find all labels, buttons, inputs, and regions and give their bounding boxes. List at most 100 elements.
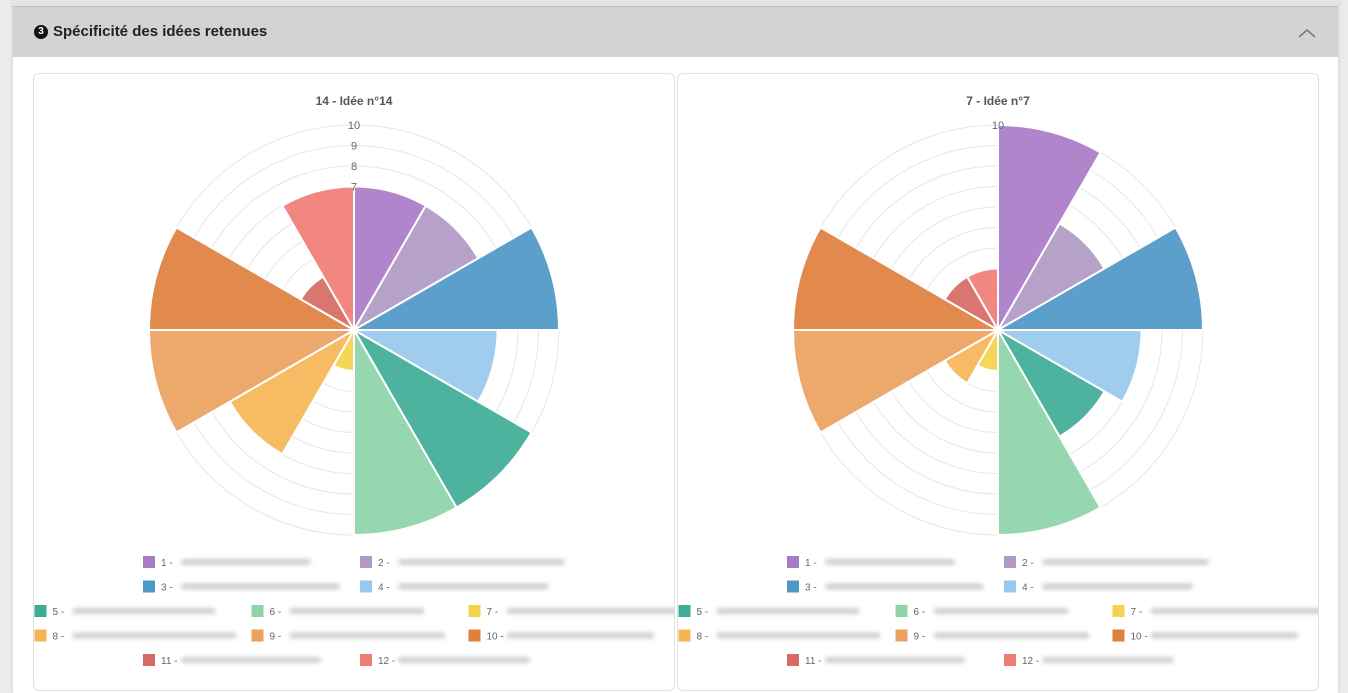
legend-item[interactable]: 5 - xyxy=(678,605,860,618)
r-tick-label: 8 xyxy=(351,161,357,173)
panel-top-bar xyxy=(13,0,1338,6)
polar-wedge[interactable] xyxy=(351,327,533,509)
r-tick-label: 9 xyxy=(351,141,357,153)
legend-swatch xyxy=(678,605,691,617)
section-title: Spécificité des idées retenues xyxy=(53,23,268,40)
panel-header[interactable]: 3 Spécificité des idées retenues xyxy=(13,6,1338,57)
legend-item[interactable]: 5 - xyxy=(34,605,216,618)
legend-item[interactable]: 3 - xyxy=(143,580,340,594)
legend-label: 12 - xyxy=(1022,656,1039,667)
legend-swatch xyxy=(895,605,908,617)
polar-wedge[interactable] xyxy=(791,329,1002,434)
legend-blurred-text xyxy=(933,608,1069,614)
legend-label: 2 - xyxy=(1022,558,1034,569)
section-number-badge: 3 xyxy=(34,25,48,39)
legend-label: 7 - xyxy=(1131,607,1143,618)
legend-item[interactable]: 10 - xyxy=(1112,629,1299,643)
legend-label: 9 - xyxy=(270,632,282,643)
legend-swatch xyxy=(360,654,372,666)
polar-wedge[interactable] xyxy=(147,329,358,434)
legend-item[interactable]: 7 - xyxy=(1112,605,1319,618)
legend-swatch xyxy=(895,629,908,642)
legend-label: 5 - xyxy=(697,607,709,618)
legend-swatch xyxy=(787,580,799,593)
polar-wedge[interactable] xyxy=(353,326,458,537)
legend-blurred-text xyxy=(825,559,955,565)
polar-wedge[interactable] xyxy=(350,226,561,331)
legend-label: 11 - xyxy=(161,656,178,667)
legend-item[interactable]: 9 - xyxy=(251,629,446,643)
legend-blurred-text xyxy=(825,583,984,590)
legend-label: 9 - xyxy=(914,632,926,643)
legend-item[interactable]: 6 - xyxy=(895,605,1069,618)
polar-wedge[interactable] xyxy=(791,226,1002,331)
legend-item[interactable]: 11 - xyxy=(143,654,321,667)
legend-label: 3 - xyxy=(805,583,817,594)
polar-wedge[interactable] xyxy=(965,267,999,334)
legend-swatch xyxy=(251,605,264,617)
legend-blurred-text xyxy=(1150,632,1299,639)
legend-swatch xyxy=(1112,605,1125,617)
legend-swatch xyxy=(1112,629,1125,642)
legend-label: 8 - xyxy=(697,632,709,643)
legend-item[interactable]: 6 - xyxy=(251,605,425,618)
polar-wedge[interactable] xyxy=(994,329,1143,404)
legend-item[interactable]: 12 - xyxy=(360,654,530,667)
polar-wedge[interactable] xyxy=(994,226,1205,331)
legend-item[interactable]: 1 - xyxy=(143,556,311,569)
legend-swatch xyxy=(143,580,155,593)
legend-label: 10 - xyxy=(1131,632,1148,643)
legend-item[interactable]: 10 - xyxy=(468,629,655,643)
legend-label: 3 - xyxy=(161,583,173,594)
legend-swatch xyxy=(678,629,691,642)
legend-blurred-text xyxy=(506,608,674,614)
polar-wedge[interactable] xyxy=(147,226,358,331)
legend-item[interactable]: 1 - xyxy=(787,556,955,569)
legend-item[interactable]: 2 - xyxy=(1004,556,1209,569)
legend-blurred-text xyxy=(933,632,1090,639)
legend-item[interactable]: 11 - xyxy=(787,654,965,667)
collapse-button[interactable] xyxy=(1295,23,1319,43)
legend-label: 7 - xyxy=(487,607,499,618)
legend-item[interactable]: 8 - xyxy=(34,629,237,643)
polar-chart-1: 7 8 9 10 1 - 2 - 3 - 4 - 5 - 6 - 7 - 8 - 9 - 10 - 11 -… xyxy=(34,120,675,667)
legend-item[interactable]: 4 - xyxy=(1004,580,1193,594)
legend-swatch xyxy=(468,605,481,617)
legend-blurred-text xyxy=(289,632,446,639)
polar-wedge[interactable] xyxy=(997,326,1102,537)
polar-wedge[interactable] xyxy=(997,123,1102,334)
legend-item[interactable]: 7 - xyxy=(468,605,675,618)
legend-item[interactable]: 9 - xyxy=(895,629,1090,643)
legend-blurred-text xyxy=(716,632,881,639)
polar-wedge[interactable] xyxy=(280,185,355,334)
legend-item[interactable]: 3 - xyxy=(787,580,984,594)
legend-blurred-text xyxy=(398,559,565,565)
legend-blurred-text xyxy=(181,583,340,590)
legend-blurred-text xyxy=(181,657,321,663)
legend-swatch xyxy=(251,629,264,642)
legend-swatch xyxy=(1004,556,1016,568)
legend-blurred-text xyxy=(398,657,530,663)
legend-item[interactable]: 2 - xyxy=(360,556,565,569)
legend-blurred-text xyxy=(398,583,549,590)
legend-swatch xyxy=(468,629,481,642)
legend-swatch xyxy=(787,556,799,568)
legend-blurred-text xyxy=(1042,559,1209,565)
r-ticks: 7 8 9 10 xyxy=(348,120,360,194)
legend-swatch xyxy=(1004,654,1016,666)
chart-title-2: 7 - Idée n°7 xyxy=(966,94,1030,108)
wedges xyxy=(147,185,561,537)
legend-swatch xyxy=(360,556,372,568)
legend-blurred-text xyxy=(716,608,860,614)
legend-label: 6 - xyxy=(914,607,926,618)
legend-label: 2 - xyxy=(378,558,390,569)
legend-item[interactable]: 4 - xyxy=(360,580,549,594)
legend-item[interactable]: 8 - xyxy=(678,629,881,643)
legend-label: 4 - xyxy=(1022,583,1034,594)
legend-swatch xyxy=(360,580,372,593)
legend-swatch xyxy=(1004,580,1016,593)
legend: 1 - 2 - 3 - 4 - 5 - 6 - 7 - 8 - 9 - 10 - 11 - 12 - xyxy=(678,556,1319,667)
chart-title-1: 14 - Idée n°14 xyxy=(315,94,393,108)
legend-blurred-text xyxy=(1042,657,1174,663)
legend-item[interactable]: 12 - xyxy=(1004,654,1174,667)
